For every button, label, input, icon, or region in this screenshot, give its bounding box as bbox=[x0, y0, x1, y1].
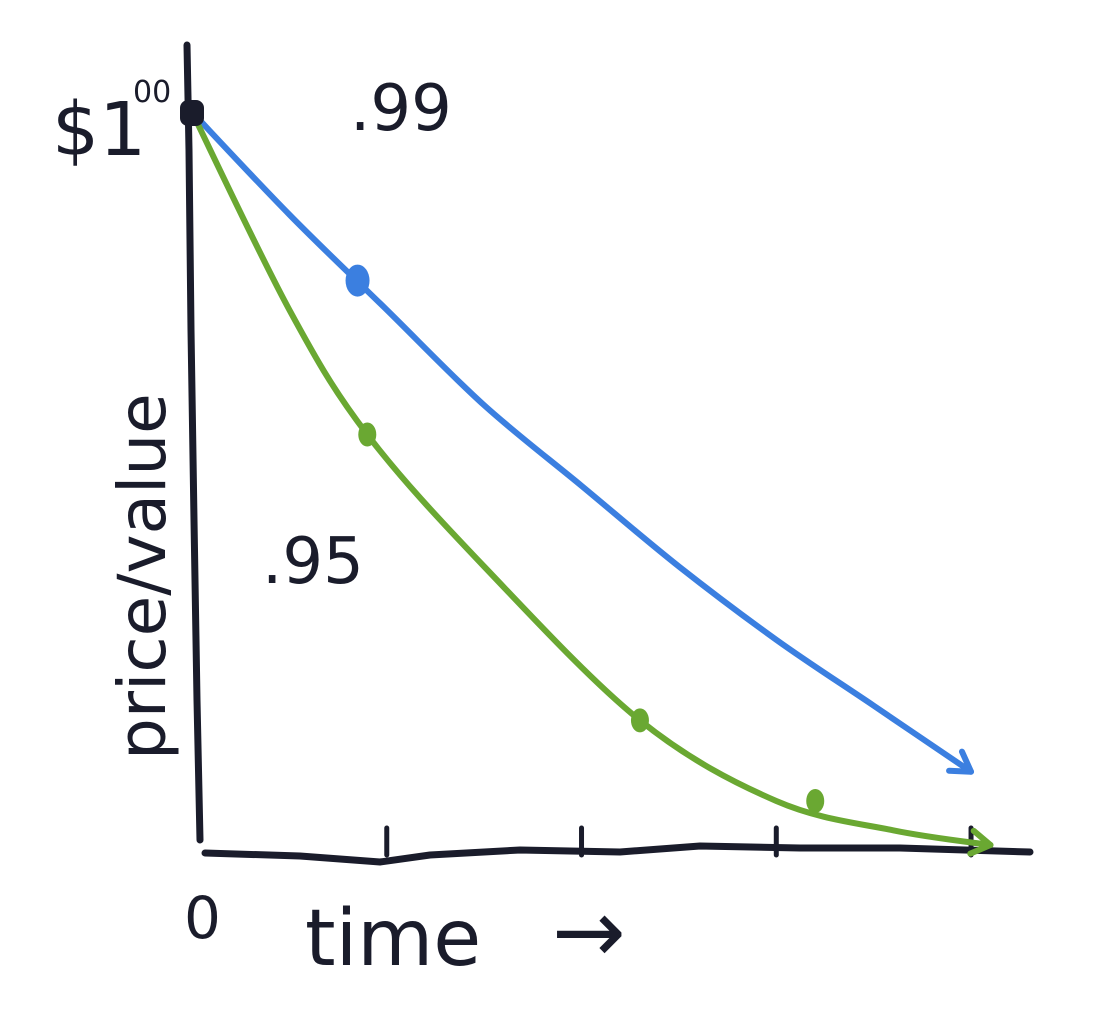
series-line-blue bbox=[189, 109, 974, 775]
series-point-green-3 bbox=[806, 789, 825, 814]
y-top-label-superscript: 00 bbox=[133, 75, 171, 110]
axes bbox=[183, 41, 1034, 866]
x-origin-label: 0 bbox=[184, 884, 221, 952]
x-axis-arrow: → bbox=[552, 880, 626, 983]
start-point bbox=[180, 100, 204, 126]
series-markers bbox=[180, 100, 825, 814]
series-point-green-1 bbox=[358, 422, 377, 447]
series-point-blue-1 bbox=[345, 264, 370, 297]
y-axis-title: price/value bbox=[104, 393, 181, 760]
series-point-green-2 bbox=[630, 708, 649, 733]
series-arrowhead-blue bbox=[946, 748, 975, 775]
series-label-green: .95 bbox=[262, 525, 364, 599]
series-arrowhead-green bbox=[967, 827, 994, 857]
y-axis-line bbox=[183, 41, 204, 844]
y-top-label: $1 bbox=[52, 87, 146, 173]
x-axis-title: time bbox=[305, 894, 481, 984]
series-curves bbox=[189, 109, 994, 857]
series-label-blue: .99 bbox=[350, 72, 452, 146]
x-axis-line bbox=[201, 842, 1034, 866]
series-line-green bbox=[189, 109, 994, 848]
